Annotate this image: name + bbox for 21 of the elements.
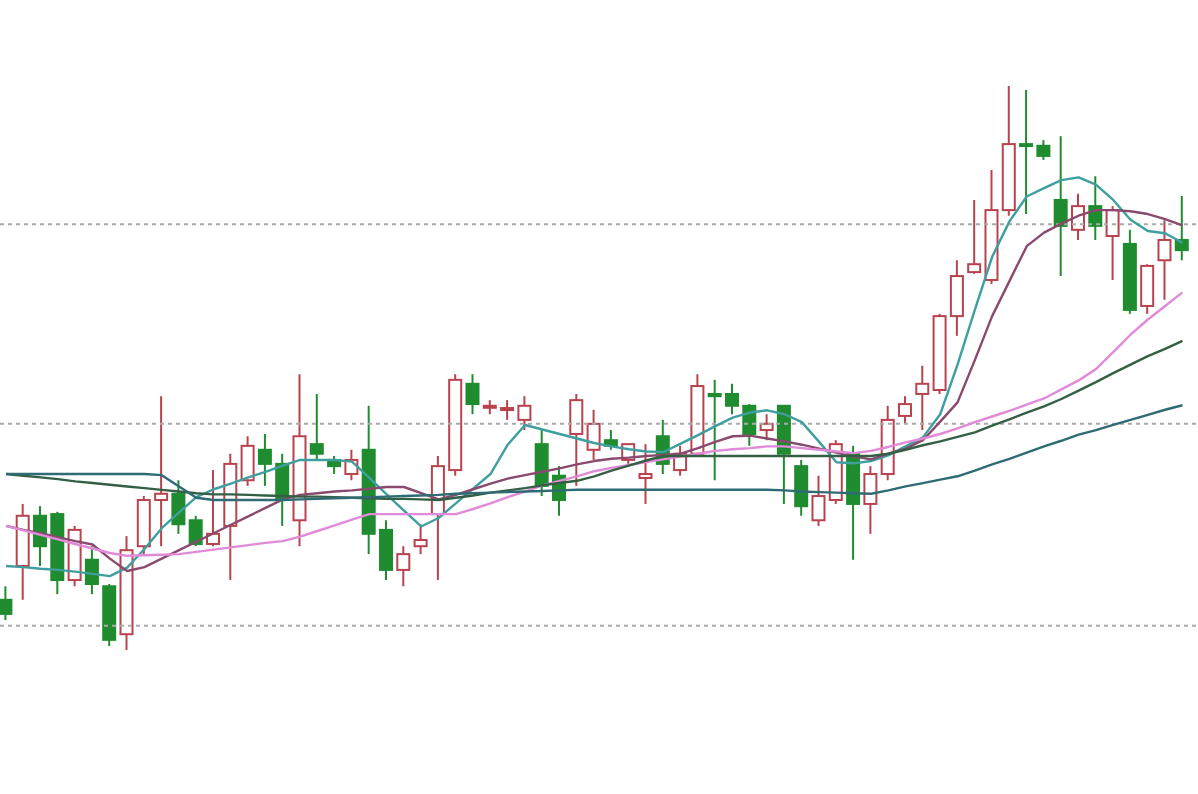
candlestick [1174,194,1189,262]
candlestick [0,585,13,622]
candlestick [794,458,809,517]
candlestick [1140,263,1155,315]
candlestick [465,373,480,416]
candlestick [240,435,255,487]
candlestick [569,392,584,487]
candlestick [171,479,186,535]
candlestick [396,545,411,588]
candlestick [915,364,930,432]
candlestick [897,395,912,425]
candlestick [863,465,878,535]
candlestick [1157,219,1172,301]
candlestick [811,474,826,527]
candlestick [638,443,653,505]
candlestick [188,514,203,548]
candlestick [84,545,99,596]
candlestick [413,523,428,556]
candlestick [309,392,324,461]
candlestick [1105,205,1120,282]
candlestick [586,408,601,461]
